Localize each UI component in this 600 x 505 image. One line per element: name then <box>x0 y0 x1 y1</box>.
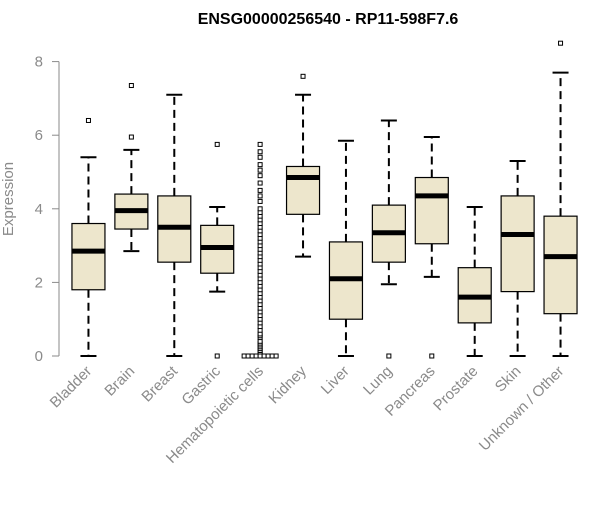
x-tick-label: Skin <box>492 363 525 396</box>
boxes <box>71 40 578 359</box>
outlier-point <box>265 353 271 359</box>
box-brain <box>114 83 149 253</box>
x-tick-label: Liver <box>318 363 353 398</box>
box-hematopoietic-cells <box>241 141 279 359</box>
box-iqr <box>71 222 106 291</box>
box-skin <box>500 159 535 357</box>
outlier-point <box>257 353 263 359</box>
y-tick-label: 4 <box>35 201 43 218</box>
box-kidney <box>285 73 321 258</box>
y-tick-label: 0 <box>35 348 43 365</box>
box-liver <box>328 139 364 357</box>
box-prostate <box>457 205 492 357</box>
outlier-point <box>257 154 263 160</box>
x-tick-label: Prostate <box>430 363 482 415</box>
box-iqr <box>543 215 578 315</box>
outlier-point <box>253 353 259 359</box>
outlier-point <box>257 193 263 199</box>
outlier-point <box>300 73 306 79</box>
y-axis-label: Expression <box>0 162 17 236</box>
y-tick-label: 8 <box>35 54 43 71</box>
box-unknown-other <box>543 40 578 357</box>
outlier-point <box>85 117 91 123</box>
outlier-point <box>214 141 220 147</box>
x-tick-label: Brain <box>101 363 138 400</box>
outlier-point <box>245 353 251 359</box>
box-pancreas <box>414 136 449 359</box>
outlier-point <box>257 187 263 193</box>
outlier-point <box>257 180 263 186</box>
outlier-point <box>128 83 134 89</box>
y-tick-label: 2 <box>35 274 43 291</box>
outlier-point <box>261 353 267 359</box>
outlier-point <box>257 141 263 147</box>
x-tick-label: Kidney <box>265 362 310 407</box>
box-iqr <box>500 195 535 293</box>
x-tick-label: Bladder <box>47 363 96 412</box>
chart-title: ENSG00000256540 - RP11-598F7.6 <box>198 11 459 28</box>
outlier-point <box>269 353 275 359</box>
y-axis: 0 2 4 6 8 <box>35 54 60 365</box>
box-gastric <box>200 141 235 359</box>
box-iqr <box>414 176 449 245</box>
box-lung <box>371 119 406 359</box>
outlier-point <box>128 134 134 140</box>
outlier-point <box>257 206 263 212</box>
box-bladder <box>71 117 106 357</box>
outlier-point <box>429 353 435 359</box>
outlier-point <box>273 353 279 359</box>
x-tick-label: Lung <box>360 363 396 399</box>
outlier-point <box>257 149 263 155</box>
outlier-point <box>214 353 220 359</box>
outlier-point <box>386 353 392 359</box>
box-breast <box>157 93 192 357</box>
outlier-point <box>257 198 263 204</box>
box-iqr <box>285 165 321 215</box>
x-tick-label: Breast <box>138 362 181 405</box>
y-tick-label: 6 <box>35 127 43 144</box>
outlier-point <box>241 353 247 359</box>
outlier-point <box>257 167 263 173</box>
outlier-point <box>257 162 263 168</box>
outlier-point <box>249 353 255 359</box>
outlier-point <box>257 173 263 179</box>
outlier-point <box>558 40 564 46</box>
